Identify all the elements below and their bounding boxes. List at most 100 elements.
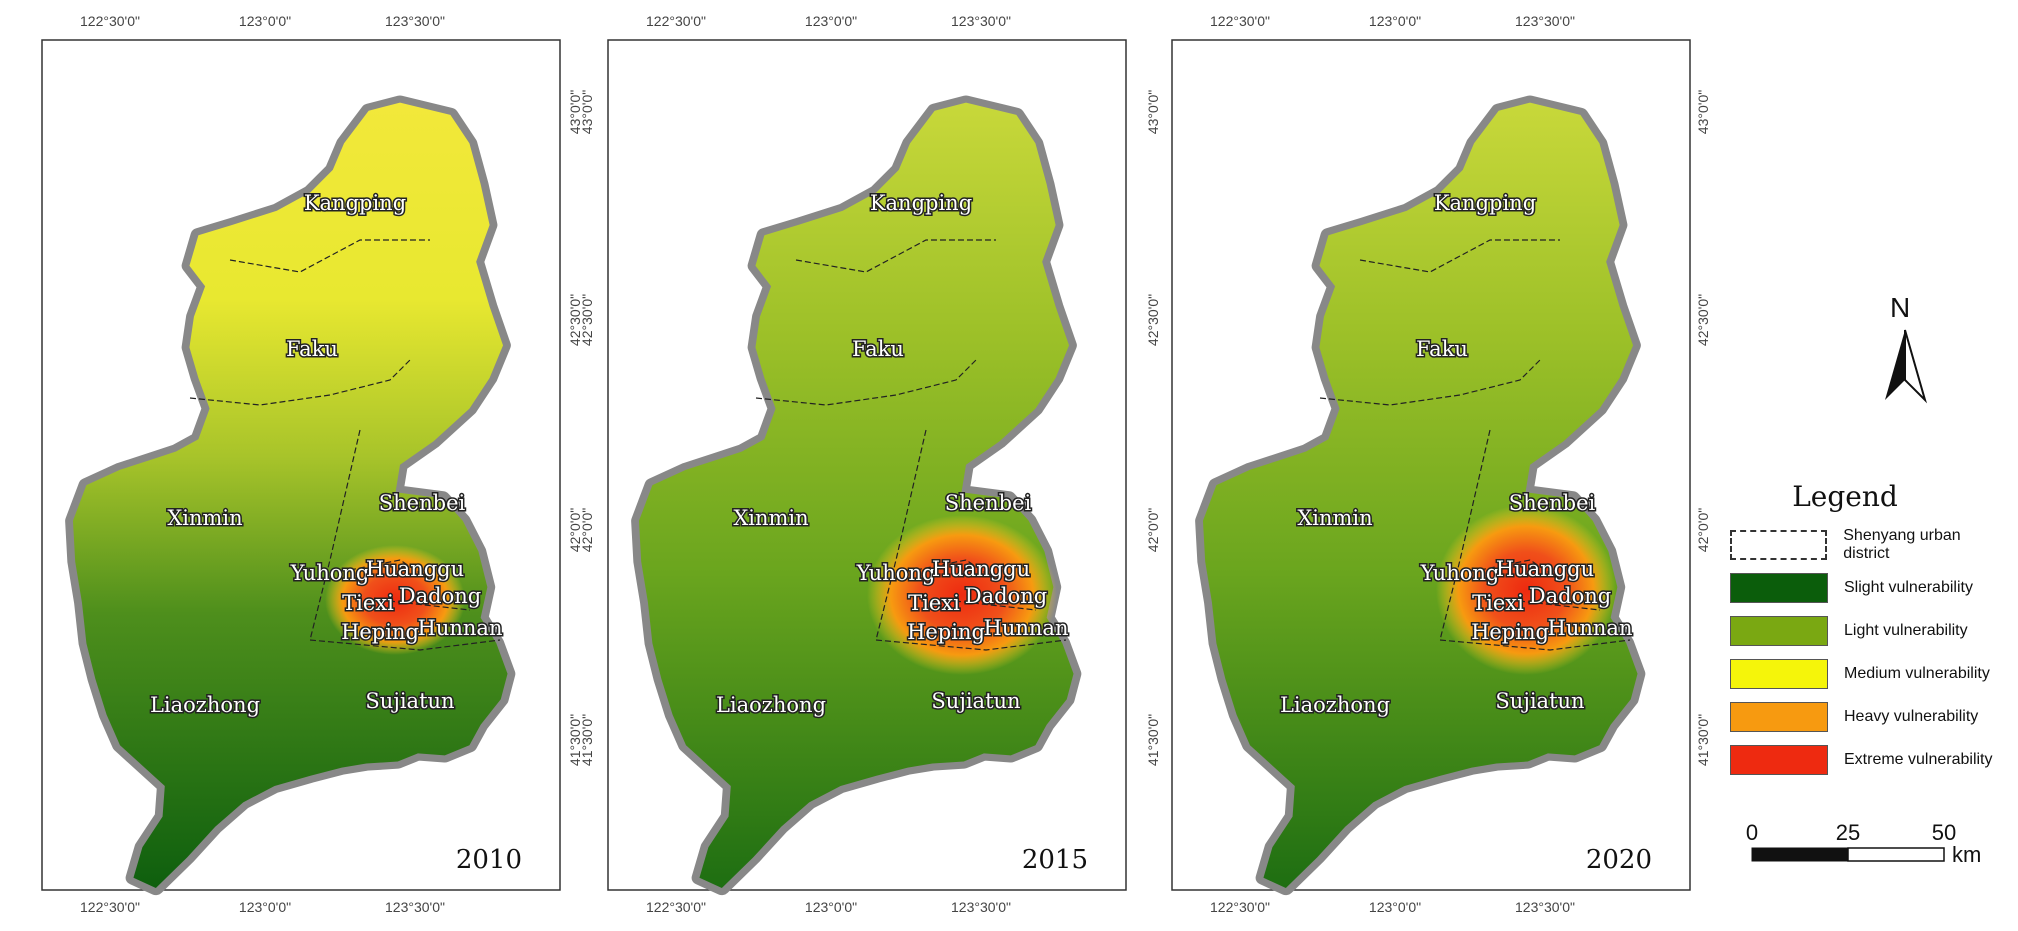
coord-label: 122°30'0" — [80, 899, 140, 915]
legend-swatch — [1730, 530, 1828, 560]
district-label-tiexi: Tiexi — [1472, 591, 1524, 615]
district-label-shenbei: Shenbei — [379, 491, 466, 515]
right-coordinate-labels: 43°0'0" 42°30'0" 42°0'0" 41°30'0" — [567, 90, 583, 766]
vulnerability-raster — [1202, 102, 1638, 889]
coord-label: 123°0'0" — [805, 13, 857, 29]
north-label: N — [1890, 292, 1911, 323]
legend-label: Shenyang urban district — [1843, 527, 1961, 562]
legend-item-urban-district: Shenyang urban district — [1730, 527, 2010, 562]
year-label: 2020 — [1586, 845, 1652, 875]
scale-unit-label: km — [1952, 842, 1981, 867]
coord-label: 123°0'0" — [239, 899, 291, 915]
district-label-sujiatun: Sujiatun — [1495, 689, 1584, 713]
legend-item-heavy: Heavy vulnerability — [1730, 701, 2010, 733]
north-arrow-icon — [1885, 329, 1928, 404]
district-label-kangping: Kangping — [304, 191, 406, 215]
district-label-sujiatun: Sujiatun — [365, 689, 454, 713]
legend-item-extreme: Extreme vulnerability — [1730, 744, 2010, 776]
district-labels: Kangping Faku Xinmin Shenbei Yuhong Huan… — [148, 190, 503, 719]
coord-label: 123°30'0" — [951, 899, 1011, 915]
coord-label: 122°30'0" — [646, 13, 706, 29]
coord-label: 42°30'0" — [1145, 294, 1161, 346]
legend: Legend Shenyang urban district Slight vu… — [1730, 480, 2010, 787]
legend-swatch — [1730, 702, 1828, 732]
district-label-shenbei: Shenbei — [945, 491, 1032, 515]
coord-label: 43°0'0" — [1695, 90, 1711, 134]
coord-label: 122°30'0" — [1210, 899, 1270, 915]
coord-label: 42°30'0" — [1695, 294, 1711, 346]
scale-tick-label: 25 — [1836, 820, 1860, 845]
coord-label: 43°0'0" — [579, 90, 595, 134]
coord-label: 42°0'0" — [1145, 508, 1161, 552]
district-label-faku: Faku — [1416, 337, 1468, 361]
district-label-sujiatun: Sujiatun — [931, 689, 1020, 713]
district-label-yuhong: Yuhong — [1420, 561, 1500, 585]
coord-label: 41°30'0" — [1695, 714, 1711, 766]
coord-label: 123°0'0" — [1369, 899, 1421, 915]
coord-label: 42°30'0" — [567, 294, 583, 346]
map-panel-2020: 122°30'0" 123°0'0" 123°30'0" 122°30'0" 1… — [1145, 13, 1711, 915]
top-coordinate-labels: 122°30'0" 123°0'0" 123°30'0" — [80, 13, 445, 29]
right-coordinate-labels: 43°0'0" 42°30'0" 42°0'0" 41°30'0" — [1695, 90, 1711, 766]
district-label-liaozhong: Liaozhong — [716, 693, 826, 717]
district-label-xinmin: Xinmin — [733, 506, 808, 530]
district-label-liaozhong: Liaozhong — [150, 693, 260, 717]
district-label-dadong: Dadong — [1529, 584, 1611, 608]
coord-label: 123°30'0" — [1515, 899, 1575, 915]
bottom-coordinate-labels: 122°30'0" 123°0'0" 123°30'0" — [1210, 899, 1575, 915]
bottom-coordinate-labels: 122°30'0" 123°0'0" 123°30'0" — [646, 899, 1011, 915]
district-label-faku: Faku — [852, 337, 904, 361]
district-boundaries — [1319, 239, 1631, 651]
coord-label: 123°30'0" — [385, 13, 445, 29]
coord-label: 123°30'0" — [951, 13, 1011, 29]
legend-label: Light vulnerability — [1844, 622, 1968, 639]
legend-label: Medium vulnerability — [1844, 665, 1990, 682]
district-label-hunnan: Hunnan — [1548, 616, 1633, 640]
urban-core-hotspot — [867, 515, 1057, 675]
district-label-dadong: Dadong — [399, 584, 481, 608]
district-label-xinmin: Xinmin — [1297, 506, 1372, 530]
urban-core-hotspot — [325, 545, 465, 655]
legend-label: Slight vulnerability — [1844, 579, 1973, 596]
district-label-kangping: Kangping — [1434, 191, 1536, 215]
coord-label: 41°30'0" — [567, 714, 583, 766]
legend-swatch — [1730, 745, 1828, 775]
coord-label: 122°30'0" — [80, 13, 140, 29]
scale-tick-label: 0 — [1746, 820, 1758, 845]
legend-swatch — [1730, 616, 1828, 646]
coord-label: 123°0'0" — [1369, 13, 1421, 29]
coord-label: 123°0'0" — [805, 899, 857, 915]
coord-label: 41°30'0" — [579, 714, 595, 766]
coord-label: 42°30'0" — [579, 294, 595, 346]
vulnerability-raster — [72, 102, 508, 889]
coord-label: 41°30'0" — [1145, 714, 1161, 766]
scale-tick-label: 50 — [1932, 820, 1956, 845]
district-label-kangping: Kangping — [870, 191, 972, 215]
district-label-hunnan: Hunnan — [418, 616, 503, 640]
district-label-huanggu: Huanggu — [366, 557, 464, 581]
year-label: 2010 — [456, 845, 522, 875]
top-coordinate-labels: 122°30'0" 123°0'0" 123°30'0" — [1210, 13, 1575, 29]
bottom-coordinate-labels: 122°30'0" 123°0'0" 123°30'0" — [80, 899, 445, 915]
scale-bar: 0 25 50 km — [1746, 820, 1981, 867]
coord-label: 122°30'0" — [646, 899, 706, 915]
coord-label: 42°0'0" — [579, 508, 595, 552]
legend-swatch — [1730, 573, 1828, 603]
legend-item-slight: Slight vulnerability — [1730, 572, 2010, 604]
legend-item-medium: Medium vulnerability — [1730, 658, 2010, 690]
district-boundaries — [189, 239, 501, 651]
coord-label: 123°0'0" — [239, 13, 291, 29]
district-label-yuhong: Yuhong — [290, 561, 370, 585]
district-label-huanggu: Huanggu — [932, 557, 1030, 581]
left-coordinate-labels: 43°0'0" 42°30'0" 42°0'0" 41°30'0" — [579, 90, 595, 766]
left-coordinate-labels: 43°0'0" 42°30'0" 42°0'0" 41°30'0" — [1145, 90, 1161, 766]
map-panel-2015: 122°30'0" 123°0'0" 123°30'0" 122°30'0" 1… — [579, 13, 1127, 915]
district-label-tiexi: Tiexi — [908, 591, 960, 615]
legend-label: Extreme vulnerability — [1844, 751, 1993, 768]
legend-item-light: Light vulnerability — [1730, 615, 2010, 647]
district-labels: Kangping Faku Xinmin Shenbei Yuhong Huan… — [1278, 190, 1633, 719]
district-label-huanggu: Huanggu — [1496, 557, 1594, 581]
district-label-shenbei: Shenbei — [1509, 491, 1596, 515]
district-label-xinmin: Xinmin — [167, 506, 242, 530]
